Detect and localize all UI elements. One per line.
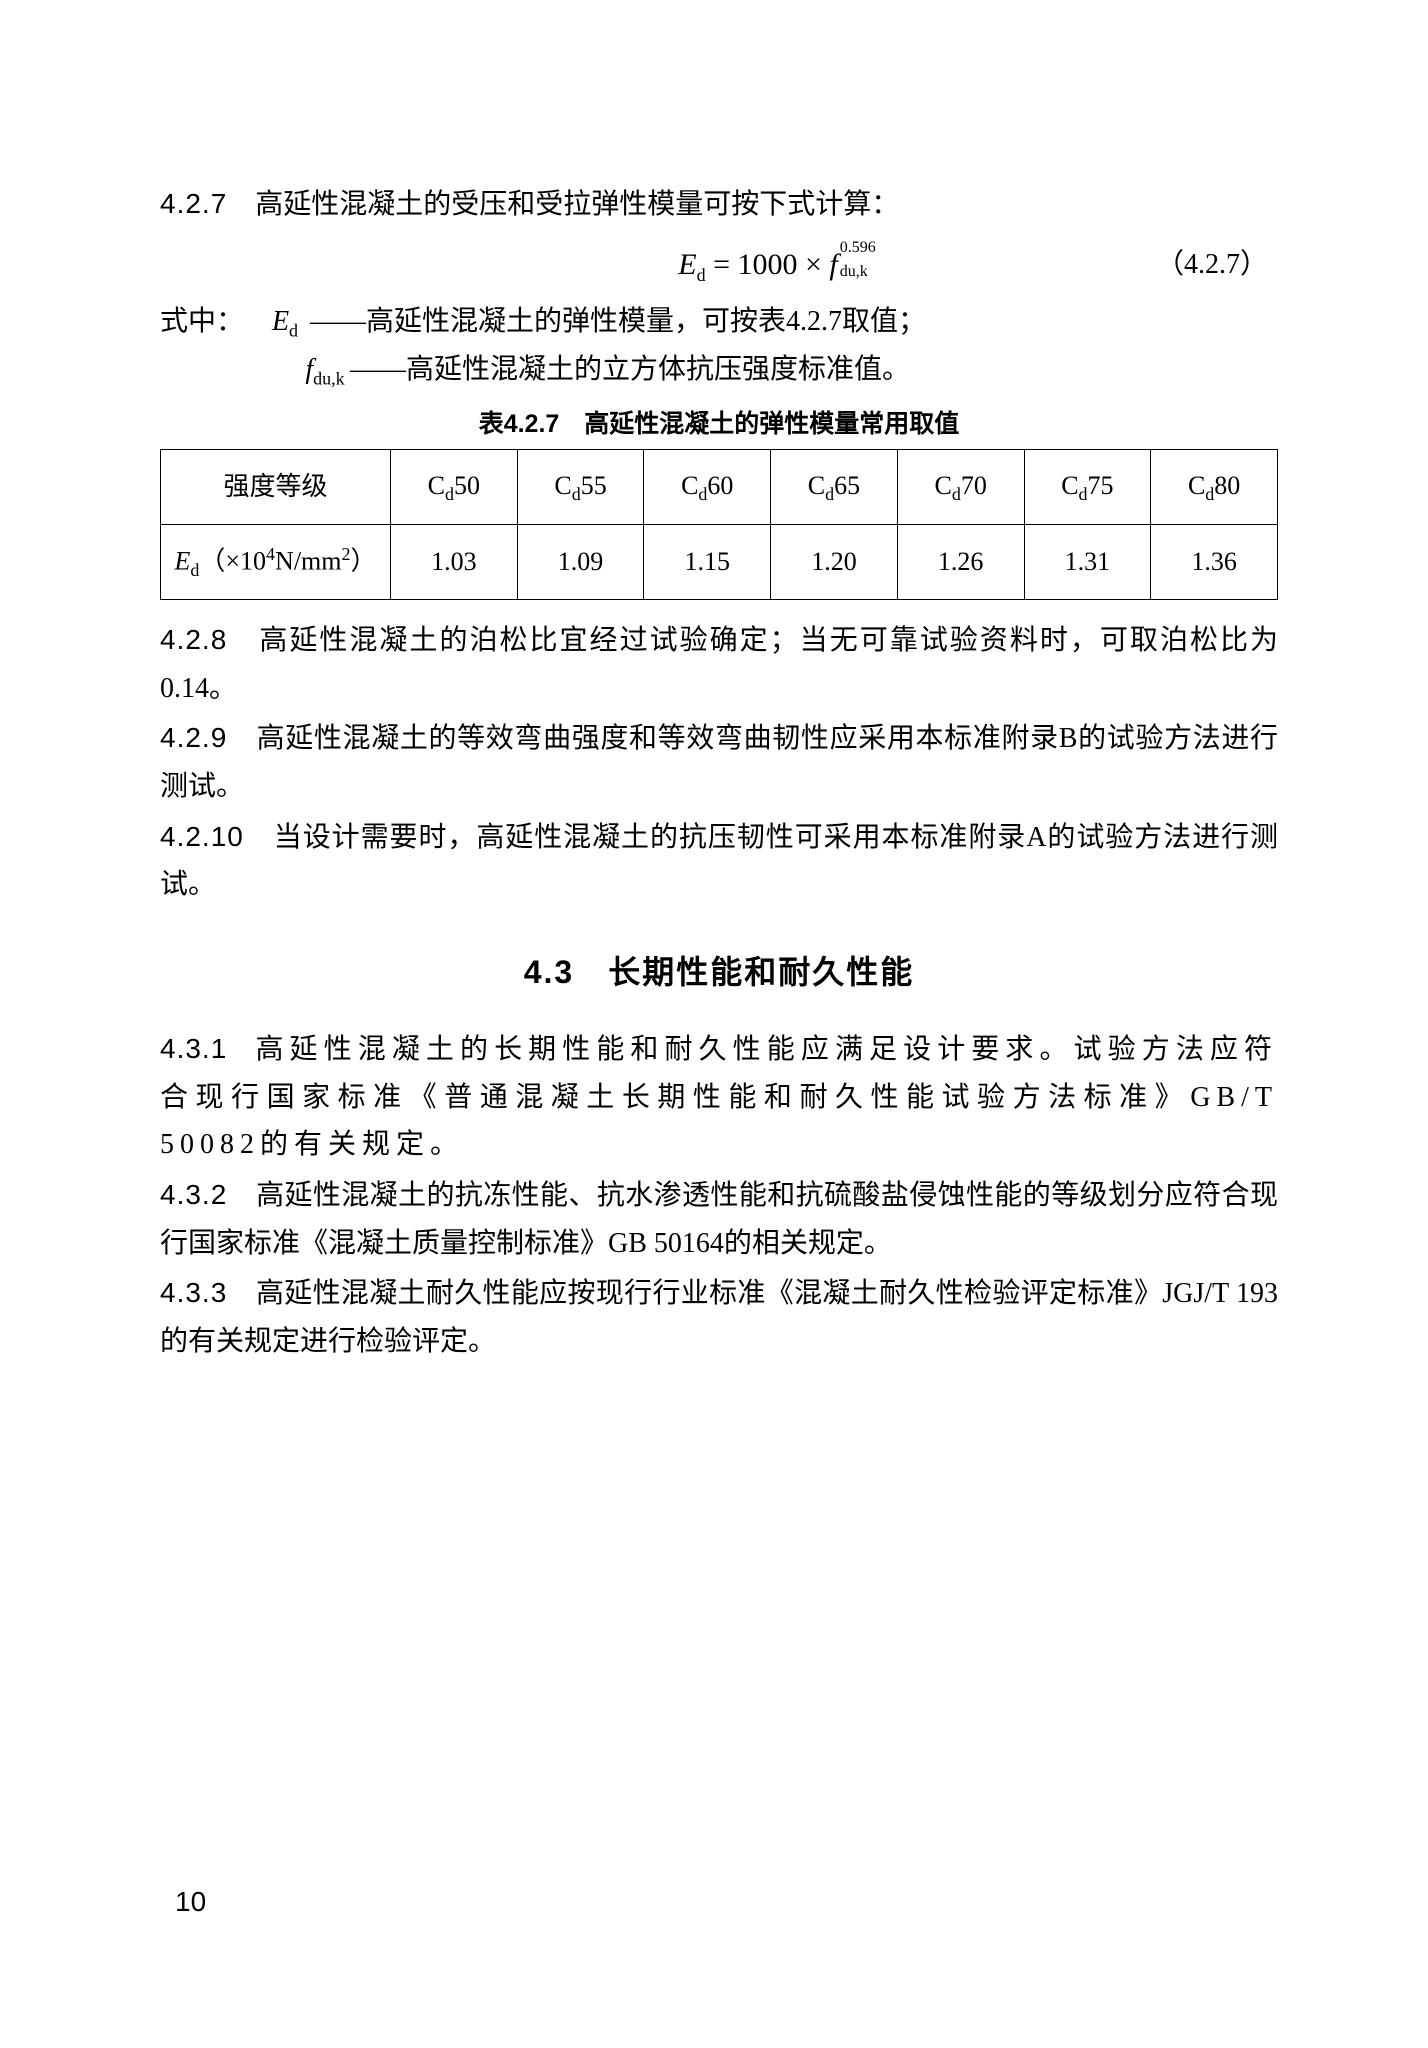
equation-definitions: 式中： Ed ——高延性混凝土的弹性模量，可按表4.2.7取值； fdu,k —… (160, 298, 1278, 394)
value-label: Ed（×104N/mm2） (161, 524, 391, 599)
grade-cell: Cd65 (771, 450, 898, 525)
value-cell: 1.36 (1151, 524, 1278, 599)
clause-num: 4.2.7 (160, 188, 227, 219)
clause-text: 高延性混凝土的受压和受拉弹性模量可按下式计算： (255, 189, 899, 220)
grade-cell: Cd60 (644, 450, 771, 525)
value-cell: 1.09 (517, 524, 644, 599)
value-cell: 1.03 (391, 524, 518, 599)
grade-cell: Cd50 (391, 450, 518, 525)
clause-text: 高延性混凝土耐久性能应按现行行业标准《混凝土耐久性检验评定标准》JGJ/T 19… (160, 1278, 1278, 1357)
grade-cell: Cd70 (897, 450, 1024, 525)
def-desc: ——高延性混凝土的弹性模量，可按表4.2.7取值； (310, 298, 926, 346)
clause-num: 4.2.9 (160, 722, 227, 753)
def-desc: ——高延性混凝土的立方体抗压强度标准值。 (350, 346, 910, 394)
value-cell: 1.31 (1024, 524, 1151, 599)
header-label: 强度等级 (161, 450, 391, 525)
equation-4-2-7: Ed = 1000 × f0.596du,k （4.2.7） (160, 231, 1278, 299)
clause-text: 高延性混凝土的长期性能和耐久性能应满足设计要求。试验方法应符合现行国家标准《普通… (160, 1034, 1278, 1160)
clause-text: 高延性混凝土的抗冻性能、抗水渗透性能和抗硫酸盐侵蚀性能的等级划分应符合现行国家标… (160, 1180, 1278, 1259)
section-title: 长期性能和耐久性能 (608, 954, 914, 990)
equation-number: （4.2.7） (1156, 241, 1278, 289)
def-symbol: fdu,k (300, 346, 350, 394)
def-prefix: 式中： (160, 298, 260, 346)
clause-4-2-8: 4.2.8 高延性混凝土的泊松比宜经过试验确定；当无可靠试验资料时，可取泊松比为… (160, 616, 1278, 712)
definition-2: fdu,k ——高延性混凝土的立方体抗压强度标准值。 (160, 346, 1278, 394)
clause-4-3-2: 4.3.2 高延性混凝土的抗冻性能、抗水渗透性能和抗硫酸盐侵蚀性能的等级划分应符… (160, 1171, 1278, 1267)
table-value-row: Ed（×104N/mm2） 1.03 1.09 1.15 1.20 1.26 1… (161, 524, 1278, 599)
grade-cell: Cd75 (1024, 450, 1151, 525)
grade-cell: Cd55 (517, 450, 644, 525)
def-symbol: Ed (260, 298, 310, 346)
document-content: 4.2.7 高延性混凝土的受压和受拉弹性模量可按下式计算： Ed = 1000 … (160, 180, 1278, 1365)
clause-text: 当设计需要时，高延性混凝土的抗压韧性可采用本标准附录A的试验方法进行测试。 (160, 822, 1278, 901)
clause-num: 4.3.1 (160, 1033, 227, 1064)
table-caption: 表4.2.7 高延性混凝土的弹性模量常用取值 (160, 403, 1278, 446)
value-cell: 1.26 (897, 524, 1024, 599)
definition-1: 式中： Ed ——高延性混凝土的弹性模量，可按表4.2.7取值； (160, 298, 1278, 346)
clause-num: 4.3.3 (160, 1277, 227, 1308)
value-cell: 1.15 (644, 524, 771, 599)
clause-4-3-3: 4.3.3 高延性混凝土耐久性能应按现行行业标准《混凝土耐久性检验评定标准》JG… (160, 1269, 1278, 1365)
clause-text: 高延性混凝土的等效弯曲强度和等效弯曲韧性应采用本标准附录B的试验方法进行测试。 (160, 723, 1278, 802)
elastic-modulus-table: 强度等级 Cd50 Cd55 Cd60 Cd65 Cd70 Cd75 Cd80 … (160, 449, 1278, 600)
clause-4-2-10: 4.2.10 当设计需要时，高延性混凝土的抗压韧性可采用本标准附录A的试验方法进… (160, 813, 1278, 909)
clause-num: 4.3.2 (160, 1179, 227, 1210)
section-num: 4.3 (524, 954, 574, 990)
clause-text: 高延性混凝土的泊松比宜经过试验确定；当无可靠试验资料时，可取泊松比为0.14。 (160, 625, 1278, 704)
clause-num: 4.2.8 (160, 624, 227, 655)
equation-expression: Ed = 1000 × f0.596du,k (160, 239, 1156, 291)
page-number: 10 (175, 1886, 206, 1918)
table-header-row: 强度等级 Cd50 Cd55 Cd60 Cd65 Cd70 Cd75 Cd80 (161, 450, 1278, 525)
clause-4-2-7: 4.2.7 高延性混凝土的受压和受拉弹性模量可按下式计算： (160, 180, 1278, 229)
grade-cell: Cd80 (1151, 450, 1278, 525)
clause-4-2-9: 4.2.9 高延性混凝土的等效弯曲强度和等效弯曲韧性应采用本标准附录B的试验方法… (160, 714, 1278, 810)
clause-num: 4.2.10 (160, 821, 244, 852)
clause-4-3-1: 4.3.1 高延性混凝土的长期性能和耐久性能应满足设计要求。试验方法应符合现行国… (160, 1025, 1278, 1169)
section-heading-4-3: 4.3 长期性能和耐久性能 (160, 945, 1278, 999)
value-cell: 1.20 (771, 524, 898, 599)
